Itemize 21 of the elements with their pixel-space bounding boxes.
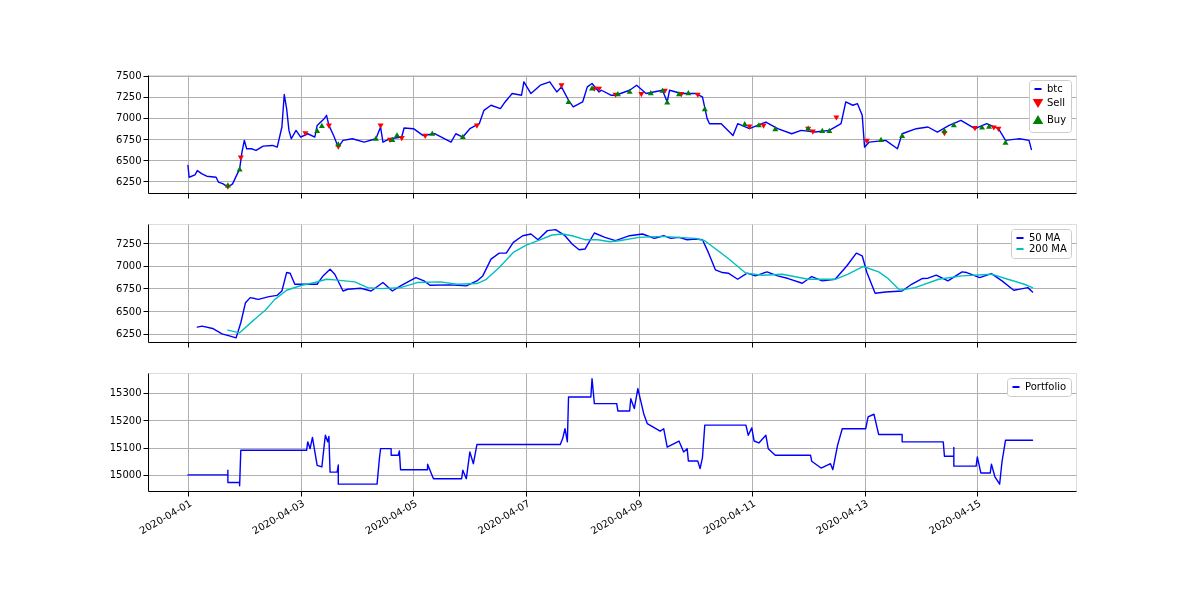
legend-label: Sell bbox=[1047, 97, 1066, 108]
y-tick-label: 6500 bbox=[116, 154, 142, 166]
y-tick-label: 15000 bbox=[109, 469, 142, 481]
y-tick-label: 6250 bbox=[116, 175, 142, 187]
y-tick-label: 6250 bbox=[116, 328, 142, 340]
y-tick-label: 7250 bbox=[116, 237, 142, 249]
y-tick-label: 7000 bbox=[116, 260, 142, 272]
y-tick-label: 6500 bbox=[116, 305, 142, 317]
legend-label: 200 MA bbox=[1029, 243, 1067, 254]
y-tick-label: 15200 bbox=[109, 414, 142, 426]
y-tick-label: 6750 bbox=[116, 133, 142, 145]
y-tick-label: 15300 bbox=[109, 387, 142, 399]
y-tick-label: 7250 bbox=[116, 91, 142, 103]
legend-label: Buy bbox=[1047, 114, 1067, 125]
y-tick-label: 7000 bbox=[116, 112, 142, 124]
y-tick-label: 15100 bbox=[109, 442, 142, 454]
legend-label: Portfolio bbox=[1025, 381, 1067, 392]
legend-label: 50 MA bbox=[1029, 232, 1061, 243]
y-tick-label: 6750 bbox=[116, 282, 142, 294]
legend-label: btc bbox=[1047, 83, 1063, 94]
y-tick-label: 7500 bbox=[116, 70, 142, 82]
